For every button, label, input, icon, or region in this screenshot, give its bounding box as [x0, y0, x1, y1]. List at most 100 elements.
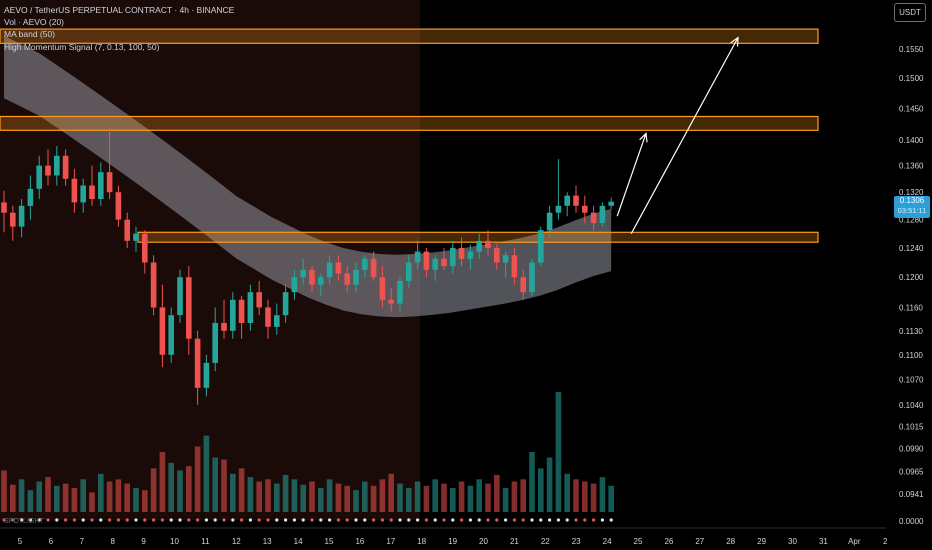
volume-bar [467, 485, 474, 512]
candle-body [10, 212, 16, 227]
last-price-value: 0.1306 [899, 196, 925, 205]
candle-body [18, 205, 25, 227]
signal-dot [37, 518, 41, 522]
candle-body [555, 205, 562, 213]
x-tick-label: 15 [325, 537, 334, 546]
volume-bar [423, 485, 430, 512]
signal-dot [336, 518, 340, 522]
volume-bar [353, 490, 359, 512]
signal-dot [451, 518, 455, 522]
x-tick-label: 19 [448, 537, 457, 546]
signal-dot [81, 518, 85, 522]
x-tick-label: 28 [726, 537, 735, 546]
signal-dot [125, 518, 129, 522]
candle-body [353, 269, 359, 285]
x-tick-label: Apr [848, 537, 861, 546]
signal-dot [90, 518, 94, 522]
candle-body [564, 195, 570, 206]
x-tick-label: 18 [417, 537, 426, 546]
legend-volume[interactable]: Vol · AEVO (20) [4, 17, 64, 28]
zone-2 [0, 115, 819, 131]
volume-bar [45, 477, 51, 512]
volume-bar [282, 474, 289, 512]
signal-dot [169, 518, 173, 522]
candle-body [458, 248, 465, 259]
volume-bar [133, 488, 139, 512]
signal-dot [187, 518, 191, 522]
volume-bar [54, 485, 60, 512]
signal-dot [486, 518, 490, 522]
legend-ma-band[interactable]: MA band (50) [4, 29, 56, 40]
volume-bar [300, 484, 306, 512]
volume-bar [168, 462, 174, 512]
signal-dot [248, 518, 252, 522]
candle-body [212, 322, 218, 363]
signal-dot [231, 518, 235, 522]
candle-body [318, 277, 324, 285]
volume-bar [573, 479, 579, 512]
signal-dot [363, 518, 367, 522]
candle-body [124, 219, 130, 241]
signal-dot [504, 518, 508, 522]
signal-dot [64, 518, 68, 522]
candle-body [203, 362, 210, 388]
candle-body [529, 262, 535, 293]
volume-bar [485, 483, 491, 512]
volume-bar [599, 477, 606, 512]
volume-bar [177, 470, 183, 512]
x-tick-label: 26 [664, 537, 673, 546]
volume-bar [476, 479, 482, 512]
x-tick-label: 14 [294, 537, 303, 546]
volume-bar [564, 473, 570, 512]
x-tick-label: 12 [232, 537, 241, 546]
candle-body [599, 205, 606, 224]
signal-dots-layer: SPOTLIGHT [2, 518, 613, 525]
candle-body [309, 269, 315, 285]
volume-bar [80, 479, 86, 512]
candle-body [397, 280, 403, 304]
signal-dot [512, 518, 517, 522]
signal-dot [46, 518, 50, 522]
x-tick-label: 10 [170, 537, 179, 546]
candle-body [362, 258, 368, 270]
volume-bar [256, 481, 262, 512]
projection-arrowhead [639, 132, 648, 143]
candle-body [379, 277, 386, 300]
candle-body [291, 277, 298, 293]
candle-body [168, 315, 174, 355]
volume-bar [582, 481, 588, 512]
volume-bar [555, 392, 562, 512]
volume-bar [194, 446, 201, 512]
volume-bar [388, 473, 394, 512]
legend-indicator[interactable]: High Momentum Signal (7, 0.13, 100, 50) [4, 41, 160, 52]
volume-bar [274, 483, 280, 512]
signal-dot [2, 518, 6, 522]
candle-body [186, 277, 192, 339]
x-tick-label: 17 [386, 537, 395, 546]
volume-bar [89, 492, 95, 512]
y-axis[interactable]: 0.1550 0.1500 0.1450 0.1400 0.1360 0.1320 0.12… [899, 45, 924, 526]
volume-bar [98, 473, 104, 512]
y-tick-label: 0.1070 [899, 375, 924, 384]
ma-band-layer [4, 35, 612, 318]
candle-body [106, 172, 113, 193]
signal-dot [398, 518, 402, 522]
x-tick-label: 24 [603, 537, 612, 546]
x-tick-label: 13 [263, 537, 272, 546]
signal-dot [266, 518, 270, 522]
y-tick-label: 0.1100 [899, 351, 923, 360]
volume-bar [538, 468, 544, 512]
currency-button[interactable]: USDT [894, 3, 926, 22]
volume-bar [494, 474, 500, 512]
candle-body [89, 185, 95, 199]
candle-body [520, 277, 526, 293]
volume-bar [318, 488, 324, 512]
signal-dot [134, 518, 138, 522]
volume-bar [142, 490, 148, 512]
volume-bar [71, 488, 78, 512]
x-axis[interactable]: 5 6 7 8 9 10 11 12 13 14 15 16 17 18 19 20 21 22 23 24 25 26 2… [18, 537, 888, 546]
legend-symbol[interactable]: AEVO / TetherUS PERPETUAL CONTRACT · 4h … [4, 5, 235, 15]
candle-body [45, 165, 51, 176]
volume-bar [335, 483, 342, 512]
